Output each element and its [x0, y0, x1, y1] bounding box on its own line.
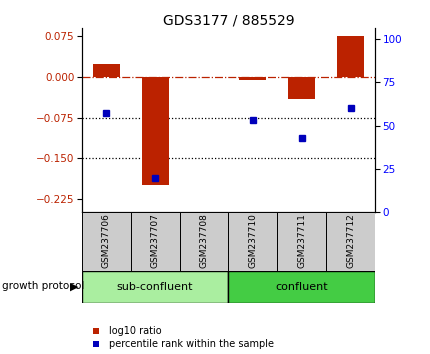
Text: growth protocol: growth protocol: [2, 281, 84, 291]
Text: GSM237707: GSM237707: [150, 213, 159, 268]
Bar: [288, 77, 314, 99]
Title: GDS3177 / 885529: GDS3177 / 885529: [162, 13, 294, 27]
Text: GSM237706: GSM237706: [101, 213, 111, 268]
Bar: [93, 63, 120, 77]
Bar: [82, 271, 228, 303]
Text: GSM237712: GSM237712: [345, 213, 354, 268]
Bar: [228, 212, 276, 271]
Text: GSM237710: GSM237710: [248, 213, 257, 268]
Legend: log10 ratio, percentile rank within the sample: log10 ratio, percentile rank within the …: [86, 326, 273, 349]
Bar: [276, 212, 326, 271]
Bar: [336, 36, 363, 77]
Text: GSM237711: GSM237711: [297, 213, 305, 268]
Text: GSM237708: GSM237708: [199, 213, 208, 268]
Bar: [239, 77, 266, 80]
Bar: [326, 212, 374, 271]
Text: confluent: confluent: [275, 282, 327, 292]
Bar: [130, 212, 179, 271]
Bar: [82, 212, 130, 271]
Text: sub-confluent: sub-confluent: [117, 282, 193, 292]
Text: ▶: ▶: [70, 281, 78, 291]
Bar: [228, 271, 374, 303]
Bar: [179, 212, 228, 271]
Bar: [141, 77, 168, 185]
